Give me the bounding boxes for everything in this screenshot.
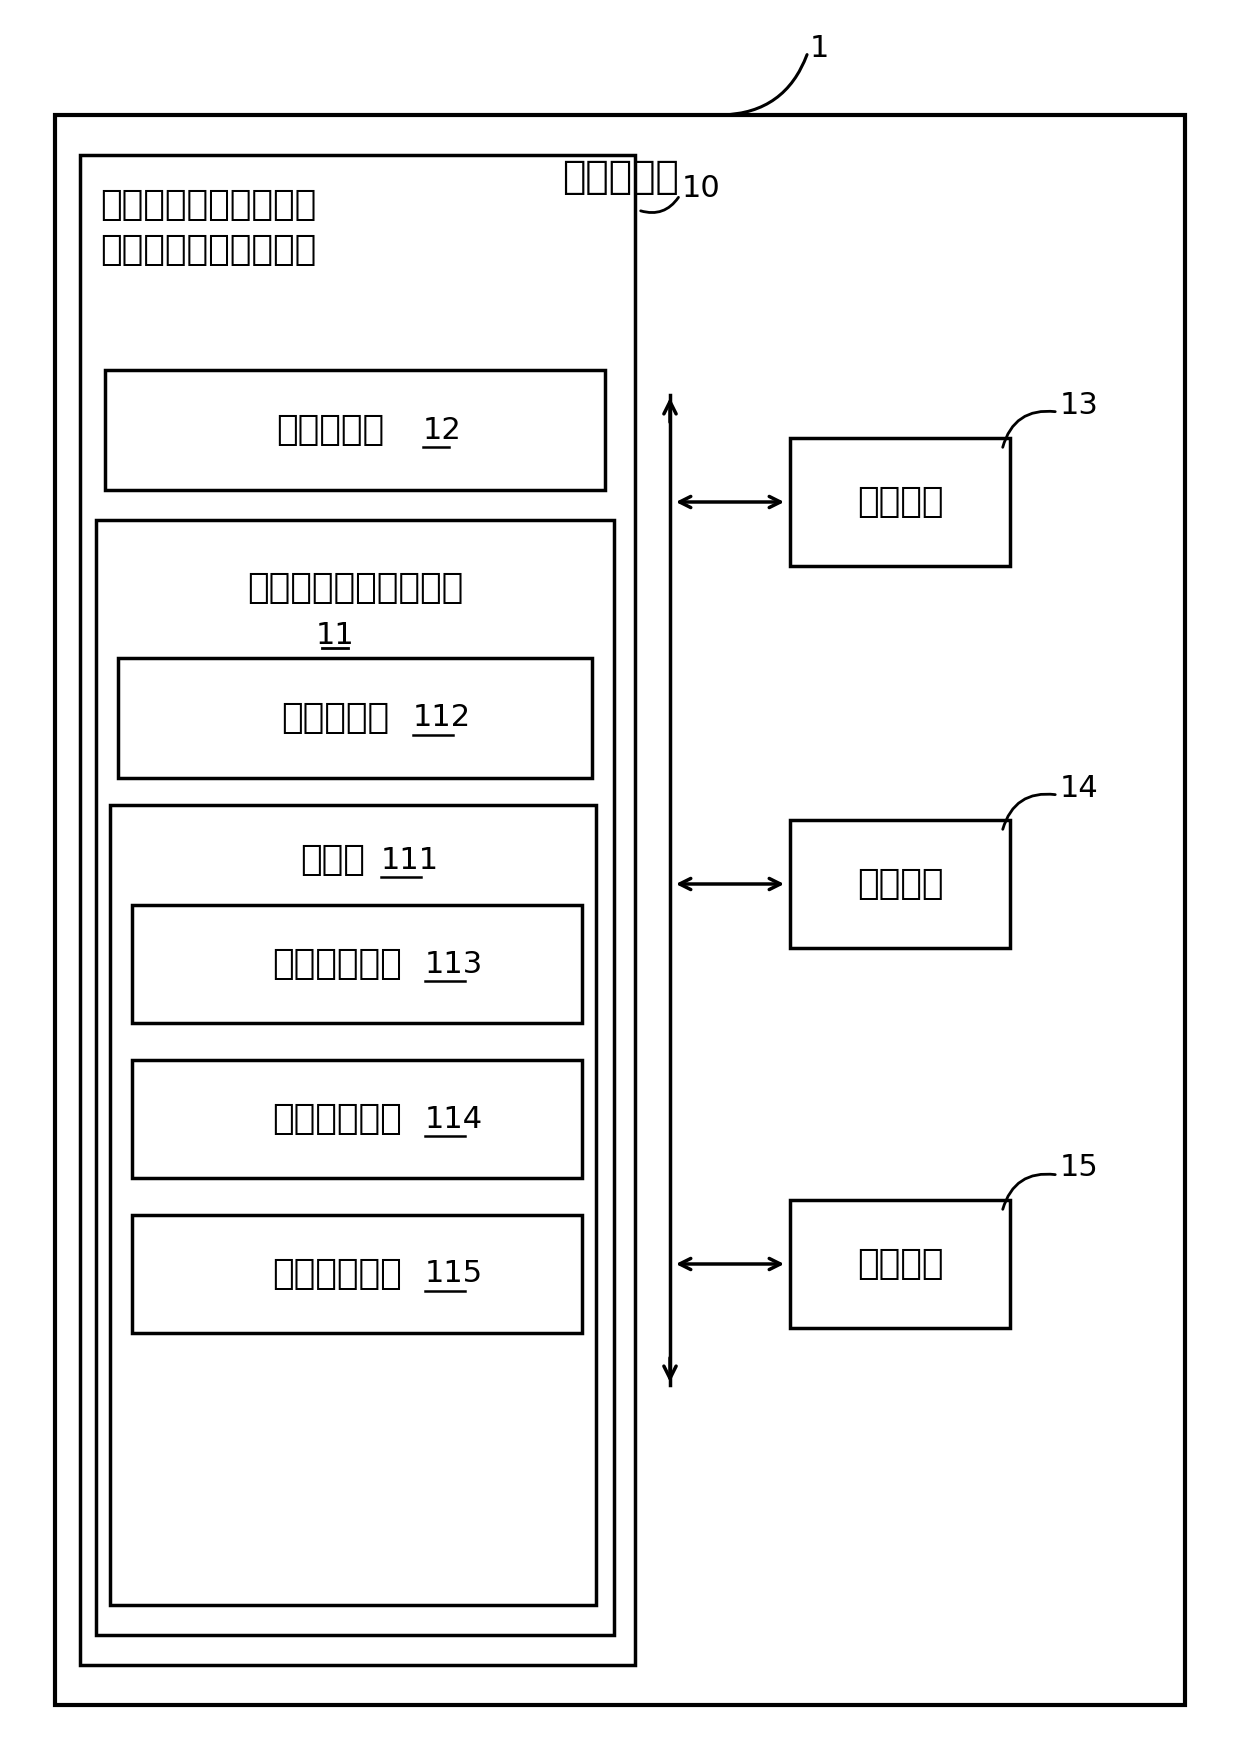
Text: 临床数据中心用户界面: 临床数据中心用户界面 — [247, 572, 463, 605]
Bar — [95, 521, 614, 1636]
Text: 15: 15 — [1060, 1154, 1099, 1182]
Text: 14: 14 — [1060, 774, 1099, 802]
Bar — [105, 369, 605, 491]
Text: 处理单元: 处理单元 — [857, 1247, 944, 1281]
Text: 113: 113 — [425, 950, 484, 978]
Text: 视化临床数据中心系统: 视化临床数据中心系统 — [100, 232, 316, 267]
Text: 医院服务器: 医院服务器 — [562, 158, 678, 195]
Text: 基于既往诊疗数据的可: 基于既往诊疗数据的可 — [100, 188, 316, 222]
Text: 主界面: 主界面 — [300, 843, 366, 878]
Bar — [81, 155, 635, 1666]
Bar — [131, 1215, 582, 1333]
Text: 115: 115 — [425, 1259, 484, 1289]
Bar — [131, 904, 582, 1024]
Text: 医疗档案区域: 医疗档案区域 — [272, 1258, 402, 1291]
Text: 10: 10 — [682, 174, 720, 202]
Bar — [118, 658, 591, 777]
Text: 各级子界面: 各级子界面 — [281, 702, 389, 735]
Text: 12: 12 — [423, 415, 461, 445]
Bar — [790, 820, 1011, 948]
Text: 数据维度区域: 数据维度区域 — [272, 946, 402, 982]
Bar — [110, 806, 596, 1604]
Text: 存储单元: 存储单元 — [857, 867, 944, 901]
Text: 专项主题区域: 专项主题区域 — [272, 1101, 402, 1136]
Bar — [131, 1061, 582, 1179]
Text: 临床数据库: 临床数据库 — [277, 413, 384, 447]
Text: 11: 11 — [316, 621, 355, 649]
Bar — [790, 438, 1011, 566]
Text: 114: 114 — [425, 1105, 484, 1133]
Text: 112: 112 — [413, 704, 471, 732]
Text: 111: 111 — [381, 846, 439, 874]
Text: 1: 1 — [810, 33, 830, 63]
Text: 通信单元: 通信单元 — [857, 485, 944, 519]
Bar — [790, 1200, 1011, 1328]
Text: 13: 13 — [1060, 390, 1099, 419]
